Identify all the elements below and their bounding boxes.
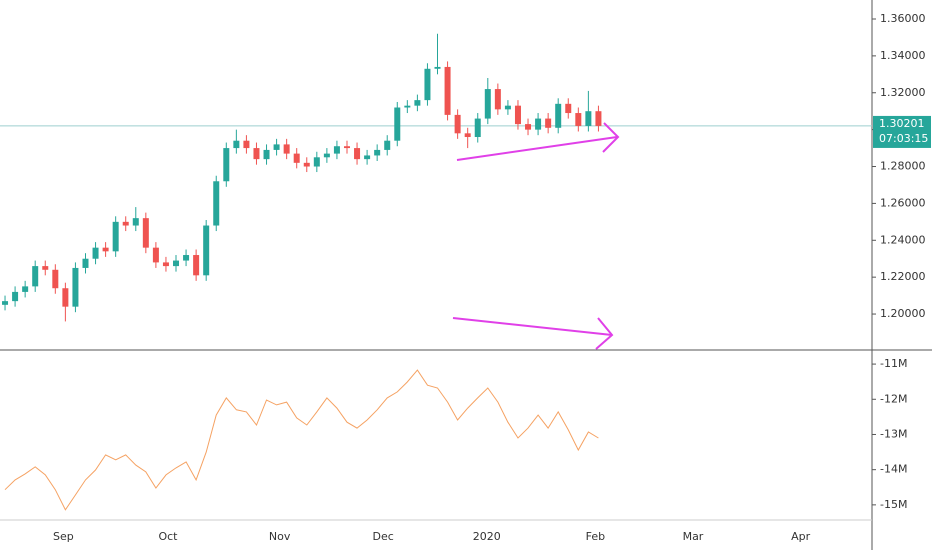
candle-body — [162, 262, 169, 267]
x-tick-label: Sep — [53, 530, 74, 543]
candle-body — [72, 267, 79, 307]
candle-body — [102, 247, 109, 252]
y-tick-label: -11M — [880, 357, 907, 370]
candle-body — [555, 103, 562, 128]
candle-body — [132, 218, 139, 226]
candle-body — [404, 105, 411, 108]
candle-body — [464, 133, 471, 138]
candle-body — [12, 291, 19, 302]
candle-body — [374, 149, 381, 156]
candle-body — [273, 144, 280, 150]
candle-body — [82, 258, 89, 268]
candle-body — [243, 140, 250, 149]
candle-body — [575, 113, 582, 126]
candle-body — [424, 68, 431, 101]
last-price-label: 1.30201 — [879, 117, 925, 130]
candle-body — [434, 66, 441, 69]
candle-body — [233, 140, 240, 149]
trend-arrow — [456, 136, 618, 161]
candle-body — [173, 260, 180, 267]
marks — [0, 33, 872, 511]
candle-body — [394, 107, 401, 141]
x-tick-label: Dec — [373, 530, 394, 543]
trend-arrow — [452, 317, 613, 336]
y-tick-label: 1.26000 — [880, 196, 926, 209]
y-tick-label: 1.28000 — [880, 160, 926, 173]
candle-body — [384, 140, 391, 150]
candle-body — [514, 105, 521, 125]
candle-body — [52, 269, 59, 289]
arrow-head — [595, 317, 614, 350]
candle-body — [313, 157, 320, 167]
candle-body — [454, 114, 461, 134]
candle-body — [142, 218, 149, 248]
candle-body — [354, 148, 361, 160]
candle-body — [32, 266, 39, 287]
candle-body — [122, 221, 129, 226]
y-tick-label: 1.34000 — [880, 49, 926, 62]
x-tick-label: Nov — [269, 530, 291, 543]
y-tick-label: 1.20000 — [880, 307, 926, 320]
arrow-head — [602, 122, 620, 153]
candle-body — [2, 301, 9, 305]
y-tick-label: -13M — [880, 427, 907, 440]
countdown-label: 07:03:15 — [879, 132, 928, 145]
indicator-line — [4, 369, 599, 511]
candle-body — [484, 89, 491, 119]
candle-body — [112, 221, 119, 252]
x-tick-label: 2020 — [473, 530, 501, 543]
candle-body — [303, 162, 310, 167]
candle-body — [283, 144, 290, 154]
x-tick-label: Apr — [791, 530, 811, 543]
candle-body — [223, 148, 230, 182]
candle-body — [62, 288, 69, 307]
candle-body — [323, 153, 330, 158]
x-tick-label: Feb — [586, 530, 605, 543]
x-tick-label: Oct — [158, 530, 178, 543]
candle-body — [213, 181, 220, 226]
price-label-box — [873, 115, 931, 148]
y-tick-label: -15M — [880, 498, 907, 511]
candle-body — [585, 111, 592, 126]
candle-body — [565, 103, 572, 114]
candle-body — [203, 225, 210, 276]
drawings — [452, 122, 620, 350]
candle-body — [193, 255, 200, 276]
candle-body — [474, 118, 481, 138]
candle-body — [263, 149, 270, 160]
x-tick-label: Mar — [683, 530, 704, 543]
candle-body — [535, 118, 542, 130]
candle-body — [595, 111, 602, 126]
candle-body — [343, 146, 350, 149]
candle-body — [444, 66, 451, 115]
candle-body — [414, 100, 421, 106]
candle-body — [545, 118, 552, 128]
y-tick-label: -12M — [880, 392, 907, 405]
candle-body — [92, 247, 99, 259]
candle-body — [525, 124, 532, 130]
y-tick-label: 1.32000 — [880, 86, 926, 99]
candle-body — [152, 247, 159, 263]
candle-body — [504, 105, 511, 110]
y-tick-label: 1.22000 — [880, 270, 926, 283]
candle-body — [22, 286, 29, 292]
candle-body — [42, 266, 49, 270]
y-tick-label: -14M — [880, 463, 907, 476]
y-tick-label: 1.24000 — [880, 233, 926, 246]
candle-body — [183, 255, 190, 261]
candle-body — [364, 155, 371, 160]
candle-body — [333, 146, 340, 154]
candle-body — [253, 148, 260, 160]
candle-body — [293, 153, 300, 163]
y-tick-label: 1.36000 — [880, 12, 926, 25]
candle-body — [494, 89, 501, 110]
